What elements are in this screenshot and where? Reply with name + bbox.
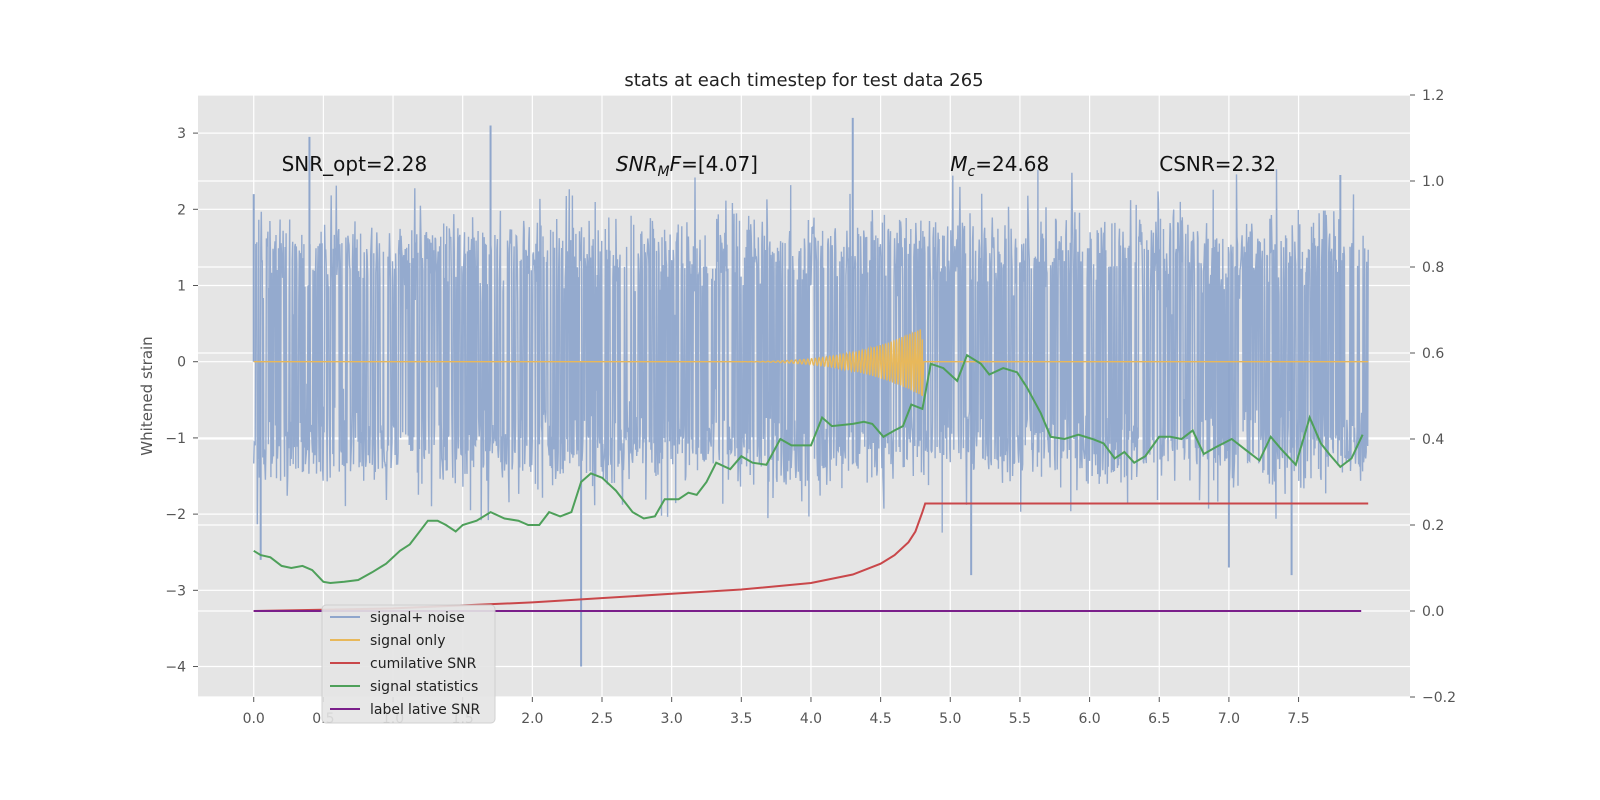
annotation-snr-mf: SNRMF=[4.07] — [616, 152, 758, 180]
y2-tick-label: 0.8 — [1422, 260, 1444, 276]
legend: signal+ noise signal only cumilative SNR si… — [321, 604, 496, 724]
chart-title: stats at each timestep for test data 265 — [624, 70, 983, 91]
signal-noise-line — [253, 169, 1369, 533]
x-tick-label: 5.0 — [939, 711, 961, 727]
legend-label: cumilative SNR — [370, 656, 477, 672]
legend-label: signal+ noise — [370, 610, 465, 626]
x-tick-label: 5.5 — [1009, 711, 1031, 727]
x-tick-label: 3.5 — [730, 711, 752, 727]
y2-tick-label: 0.2 — [1422, 518, 1444, 534]
series-signal-only — [253, 329, 1369, 397]
x-tick-label: 4.5 — [869, 711, 891, 727]
y2-tick-label: 0.0 — [1422, 604, 1444, 620]
x-tick-label: 3.0 — [661, 711, 683, 727]
series-signal-noise — [252, 117, 1369, 667]
x-tick-label: 6.5 — [1148, 711, 1170, 727]
x-tick-label: 2.5 — [591, 711, 613, 727]
x-tick-label: 0.0 — [243, 711, 265, 727]
y-tick-label: 1 — [177, 279, 186, 295]
legend-label: signal statistics — [370, 679, 478, 695]
annotation-text: Mc=24.68 — [950, 152, 1049, 180]
legend-label: label — [370, 702, 404, 718]
y-tick-label: 3 — [177, 126, 186, 142]
x-tick-label: 6.0 — [1078, 711, 1100, 727]
annotations: SNR_opt=2.28 Mc=24.68 CSNR=2.32 SNRMF=[4.07… — [282, 152, 1276, 180]
y2-tick-label: −0.2 — [1422, 690, 1456, 706]
series-line-signal-statistics — [253, 353, 1364, 585]
y-tick-label: 2 — [177, 202, 186, 218]
y-tick-label: −2 — [165, 507, 186, 523]
annotation-text: SNR_opt=2.28 — [282, 152, 428, 176]
y2-tick-label: 0.6 — [1422, 346, 1444, 362]
legend-box — [321, 604, 496, 724]
x-tick-label: 4.0 — [800, 711, 822, 727]
y2-tick-label: 1.0 — [1422, 174, 1444, 190]
series-line-cumilative-snr — [253, 502, 1369, 612]
legend-label: signal only — [370, 633, 445, 649]
y-axis-label: Whitened strain — [138, 336, 156, 455]
y-tick-label: −1 — [165, 431, 186, 447]
y-tick-label: −3 — [165, 583, 186, 599]
y2-tick-label: 0.4 — [1422, 432, 1444, 448]
y2-tick-label: 1.2 — [1422, 88, 1444, 104]
y-tick-label: −4 — [165, 660, 186, 676]
x-tick-label: 7.0 — [1218, 711, 1240, 727]
x-tick-label: 7.5 — [1287, 711, 1309, 727]
legend-overlay-text: lative SNR — [408, 702, 481, 718]
signal-only-line — [253, 329, 1369, 397]
x-tick-label: 2.0 — [521, 711, 543, 727]
y-tick-label: 0 — [177, 355, 186, 371]
annotation-text: CSNR=2.32 — [1159, 152, 1276, 176]
